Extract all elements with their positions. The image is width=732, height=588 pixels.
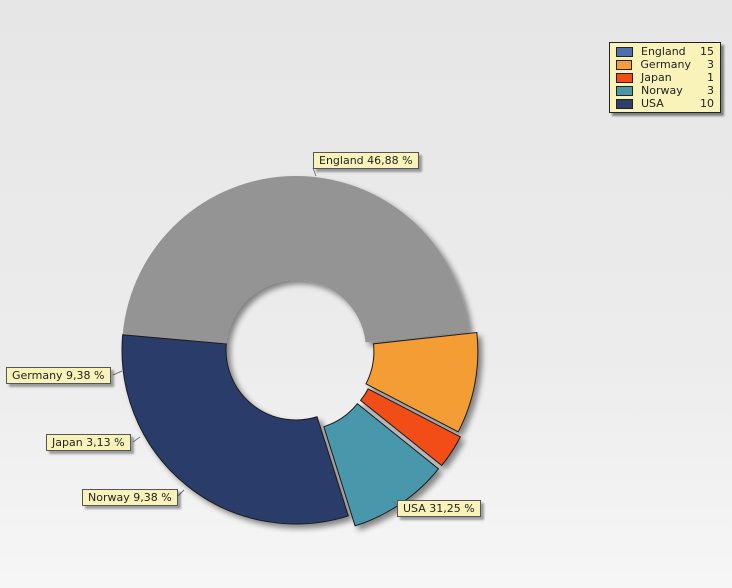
pie-slice-usa [121, 334, 349, 525]
leader-line-japan [132, 436, 141, 443]
legend-value: 15 [700, 45, 714, 58]
legend-name: USA [641, 97, 664, 110]
slice-label-japan: Japan 3,13 % [46, 434, 131, 451]
pie-slice-germany [365, 331, 479, 433]
legend-name: Norway [641, 84, 683, 97]
legend-name: Germany [640, 58, 691, 71]
legend-swatch [616, 98, 633, 109]
legend-value: 3 [707, 84, 714, 97]
slice-label-usa: USA 31,25 % [397, 500, 481, 517]
pie-slice-norway [323, 403, 440, 527]
legend-name: Japan [641, 71, 672, 84]
legend-value: 1 [707, 71, 714, 84]
legend-value: 3 [707, 58, 714, 71]
pie-slice-england [122, 176, 469, 344]
slice-label-norway: Norway 9,38 % [82, 489, 178, 506]
legend-swatch [616, 46, 633, 57]
legend-swatch [616, 85, 633, 96]
slice-label-germany: Germany 9,38 % [6, 367, 111, 384]
leader-line-usa [391, 499, 398, 506]
legend-swatch [616, 72, 633, 83]
legend-name: England [641, 45, 686, 58]
leader-line-norway [177, 489, 185, 497]
legend-swatch [616, 59, 633, 70]
legend-item: Japan 1 [610, 71, 720, 84]
legend-value: 10 [700, 97, 714, 110]
legend-item: England 15 [610, 45, 720, 58]
legend-item: Germany 3 [610, 58, 720, 71]
leader-line-germany [112, 370, 123, 376]
chart-legend: England 15 Germany 3 Japan 1 Norway 3 US… [609, 42, 721, 113]
pie-slice-japan [359, 388, 462, 467]
slice-label-england: England 46,88 % [313, 152, 419, 169]
legend-item: Norway 3 [610, 84, 720, 97]
legend-item: USA 10 [610, 97, 720, 110]
leader-line-england [312, 167, 317, 177]
